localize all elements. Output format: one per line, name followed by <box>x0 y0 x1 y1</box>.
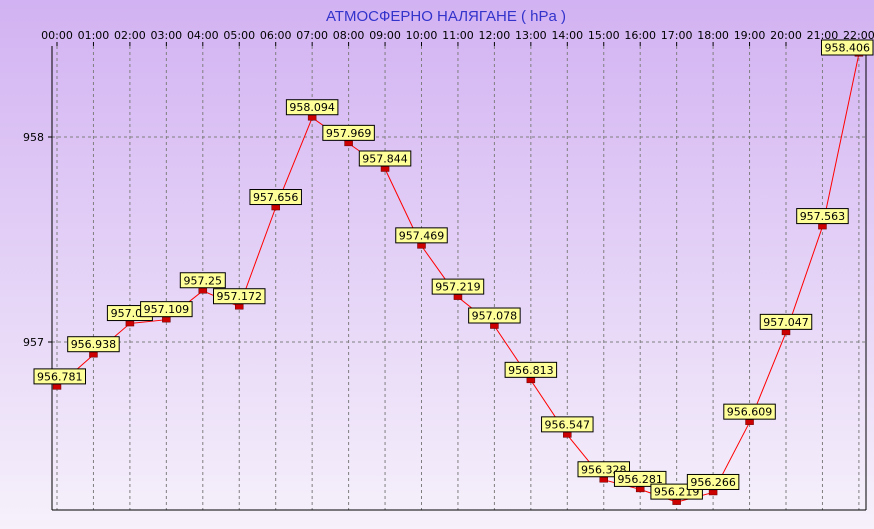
data-label: 958.094 <box>289 101 335 114</box>
data-label-box <box>395 227 448 244</box>
x-tick-label: 04:00 <box>187 29 219 42</box>
x-tick-label: 09:00 <box>369 29 401 42</box>
data-label: 957.078 <box>472 310 518 323</box>
x-tick-label: 18:00 <box>697 29 729 42</box>
data-label: 957.844 <box>362 152 408 165</box>
data-point <box>781 329 791 336</box>
data-label-box <box>322 124 375 141</box>
x-tick-label: 07:00 <box>296 29 328 42</box>
data-label: 956.609 <box>727 406 773 419</box>
x-tick-label: 20:00 <box>770 29 802 42</box>
data-label-box <box>821 39 874 56</box>
data-point <box>453 294 463 300</box>
x-tick-labels: 00:00 01:00 02:00 03:00 04:00 05:00 06:00 07:00… <box>41 29 874 46</box>
data-point <box>526 377 536 384</box>
x-tick-label: 06:00 <box>260 29 292 42</box>
x-tick-label: 22:00 <box>843 29 874 42</box>
x-tick-label: 00:00 <box>41 29 73 42</box>
data-point <box>635 486 645 493</box>
data-point <box>235 303 244 310</box>
data-point <box>380 166 390 172</box>
data-label-box <box>285 99 339 116</box>
data-label-box <box>759 313 813 330</box>
data-label-box <box>468 307 521 324</box>
data-label: 956.266 <box>690 476 736 489</box>
data-label-box <box>179 272 226 289</box>
x-tick-label: 15:00 <box>588 29 620 42</box>
data-label: 956.813 <box>508 364 554 377</box>
data-point <box>125 320 135 327</box>
x-tick-label: 14:00 <box>551 29 583 42</box>
data-label: 957.109 <box>144 303 190 316</box>
x-tick-label: 11:00 <box>442 29 474 42</box>
data-label-box <box>796 208 849 225</box>
x-tick-label: 08:00 <box>333 29 365 42</box>
data-label-box <box>723 403 776 420</box>
data-label-box <box>140 301 193 318</box>
data-point <box>490 323 499 329</box>
x-tick-label: 05:00 <box>223 29 255 42</box>
chart-title: АТМОСФЕРНО НАЛЯГАНЕ ( hPa ) <box>326 8 566 25</box>
x-tick-label: 17:00 <box>661 29 693 42</box>
y-tick-labels: 957 958 <box>23 131 52 349</box>
data-label-box <box>249 189 302 206</box>
data-label: 957.047 <box>763 316 809 329</box>
data-label-box <box>541 416 594 433</box>
data-label: 957.656 <box>253 191 299 204</box>
data-label-box <box>504 361 558 378</box>
data-label: 956.547 <box>545 418 591 431</box>
x-tick-label: 10:00 <box>406 29 438 42</box>
data-label-box <box>33 368 86 385</box>
data-point <box>198 288 208 294</box>
data-label: 957.469 <box>399 229 445 242</box>
x-tick-label: 13:00 <box>515 29 547 42</box>
data-point <box>563 432 572 438</box>
data-label: 957.219 <box>435 281 481 294</box>
x-tick-label: 21:00 <box>807 29 839 42</box>
data-label-box <box>613 470 667 487</box>
data-point <box>708 489 718 496</box>
data-point <box>672 499 681 505</box>
data-label-box <box>431 278 485 295</box>
grid <box>52 46 866 510</box>
x-tick-label: 02:00 <box>114 29 146 42</box>
x-tick-label: 01:00 <box>78 29 110 42</box>
data-label: 956.281 <box>617 473 663 486</box>
data-label: 957.969 <box>326 127 372 140</box>
data-label: 957.172 <box>217 290 263 303</box>
data-label-box <box>67 336 120 353</box>
data-point <box>89 351 98 358</box>
data-label: 956.938 <box>71 338 117 351</box>
y-tick-label: 958 <box>23 131 44 144</box>
data-label-box <box>358 150 412 167</box>
data-label-box <box>213 288 266 305</box>
data-label: 956.781 <box>37 370 83 383</box>
data-point <box>271 204 280 211</box>
x-tick-label: 12:00 <box>479 29 511 42</box>
data-point <box>745 419 754 425</box>
data-label: 958.406 <box>825 42 871 55</box>
data-point <box>417 243 426 249</box>
data-label: 957.09 <box>111 307 150 320</box>
x-tick-label: 03:00 <box>150 29 182 42</box>
x-tick-label: 19:00 <box>734 29 766 42</box>
data-label: 957.25 <box>184 274 223 287</box>
x-tick-label: 16:00 <box>624 29 656 42</box>
y-tick-label: 957 <box>23 336 44 349</box>
series <box>52 51 864 505</box>
data-point <box>162 316 171 323</box>
data-point <box>307 114 317 121</box>
data-point <box>818 223 827 230</box>
data-point <box>52 384 62 390</box>
data-point <box>344 140 353 147</box>
data-point <box>599 477 608 483</box>
axes <box>51 46 867 511</box>
data-label-box <box>686 473 740 490</box>
data-label: 957.563 <box>800 210 846 223</box>
